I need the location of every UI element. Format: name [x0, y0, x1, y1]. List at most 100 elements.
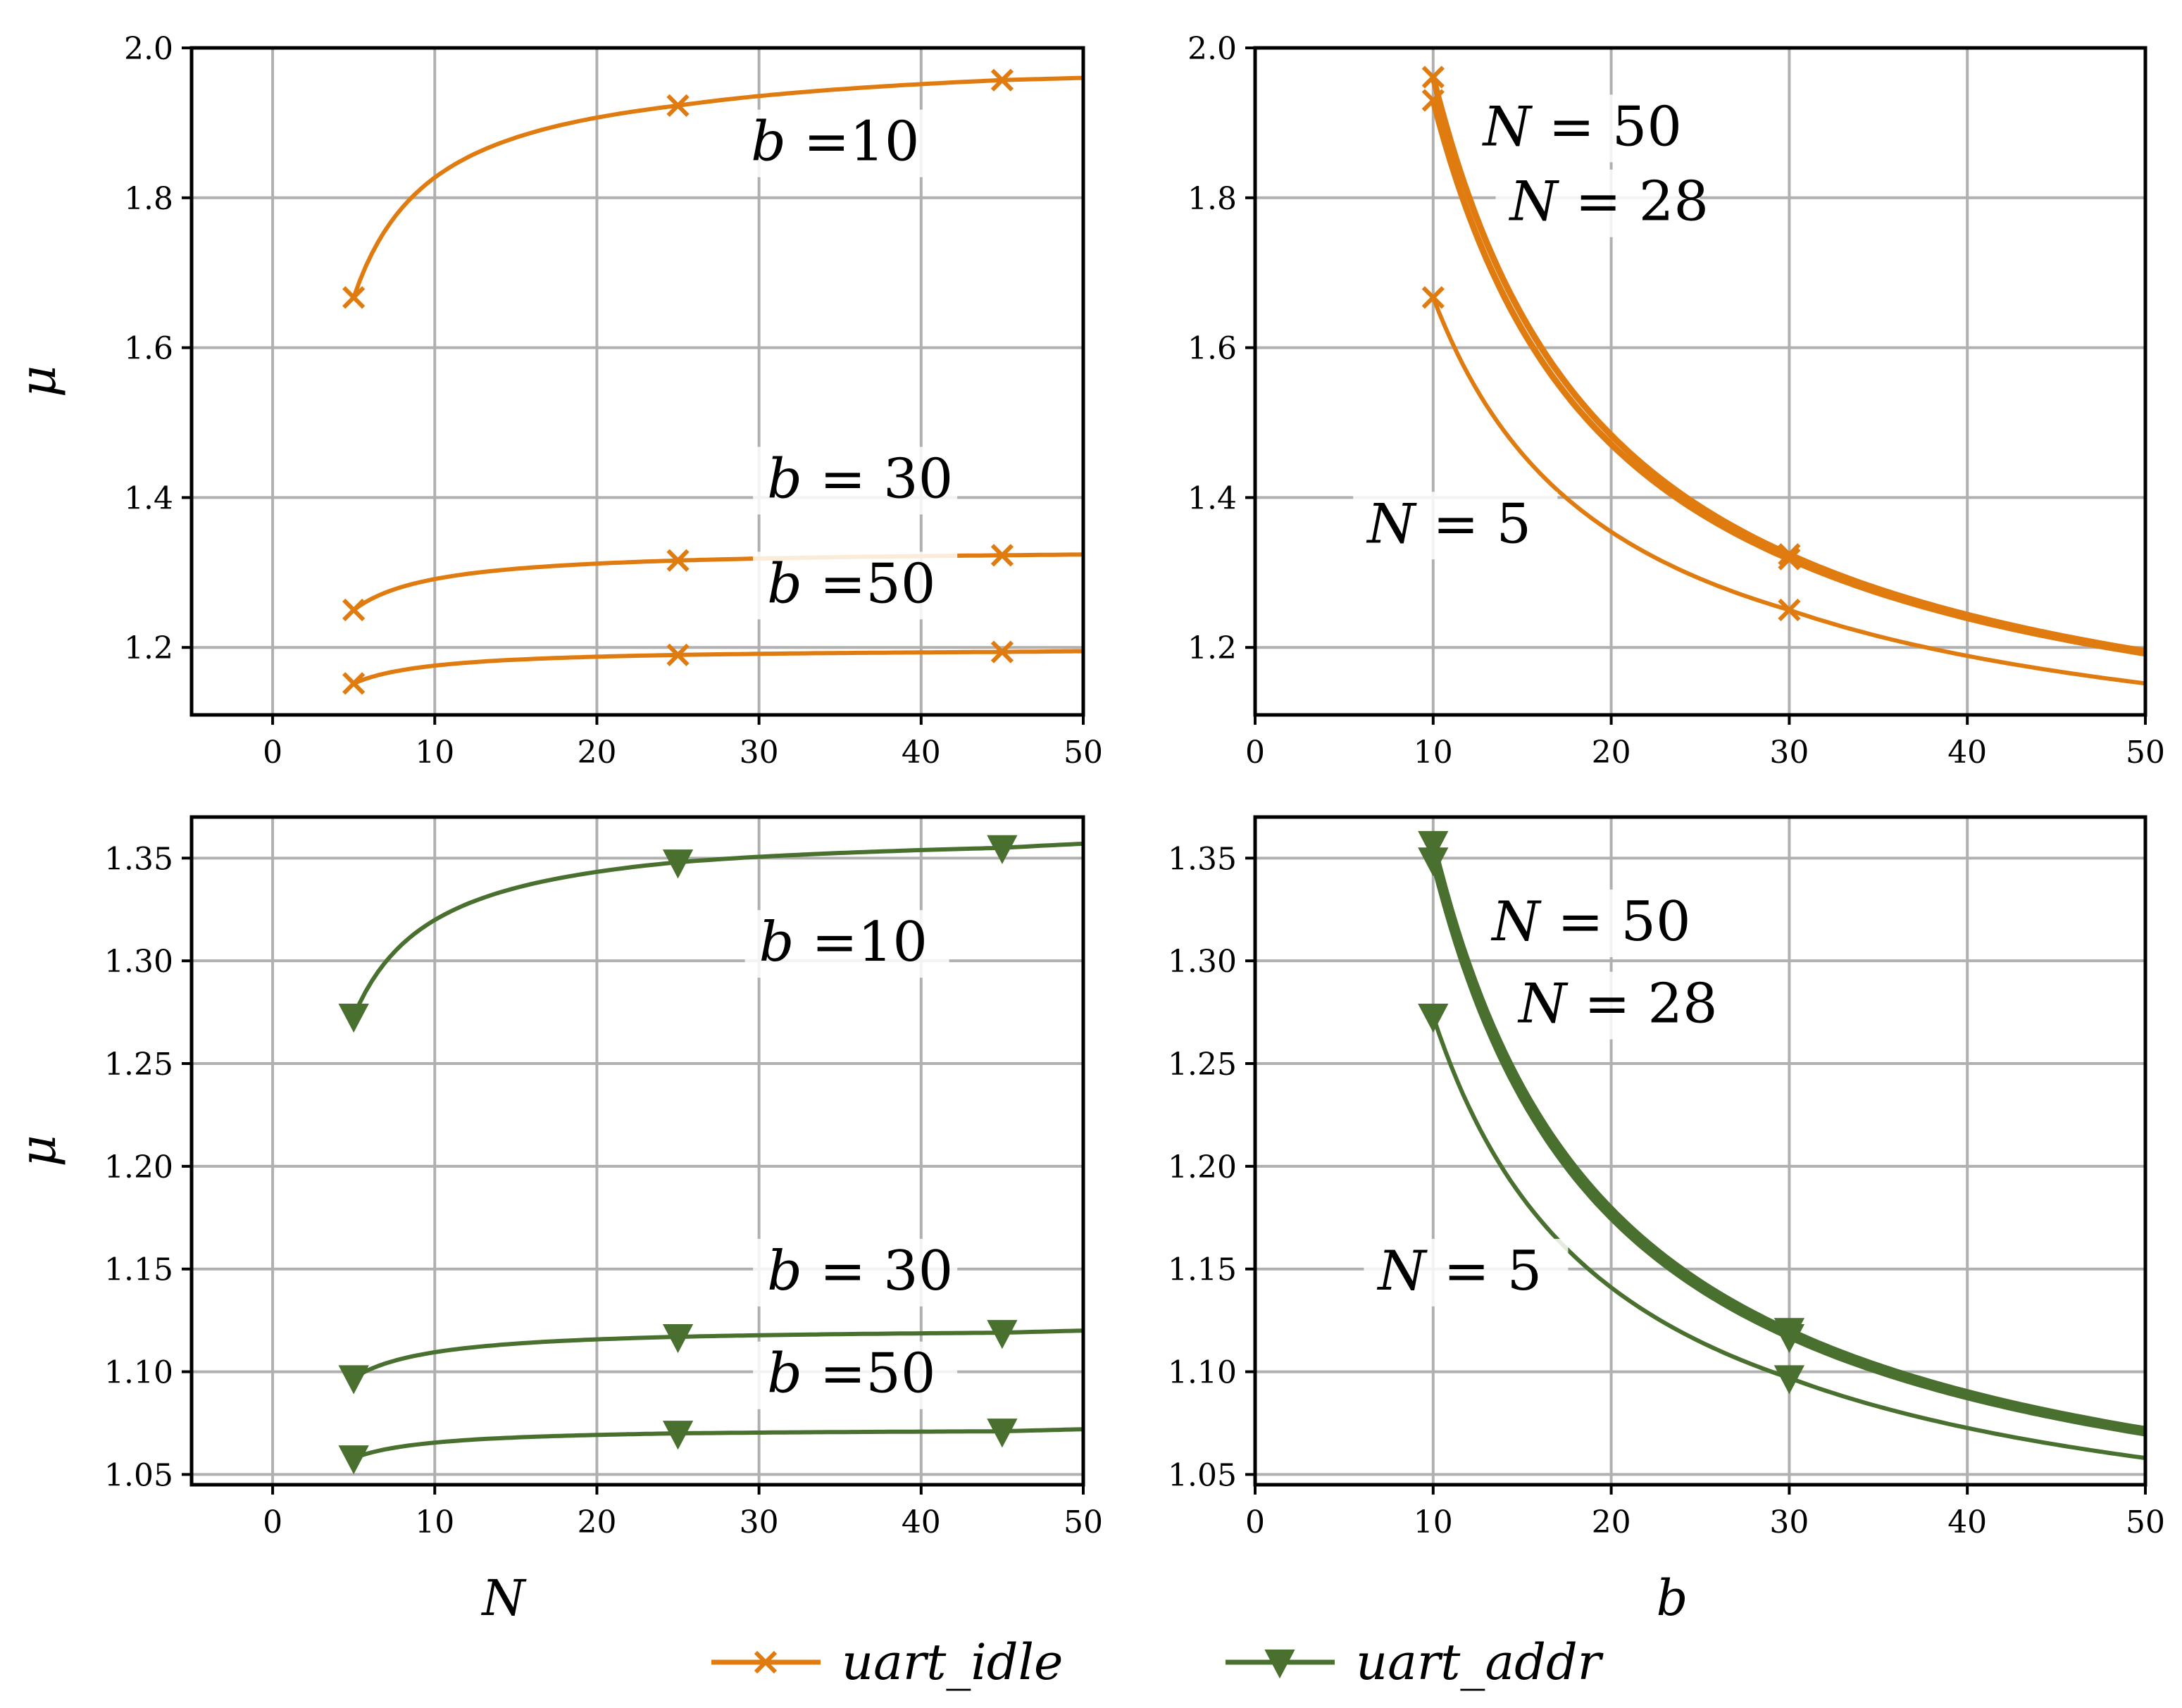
curve-label-box [737, 109, 942, 177]
data-point [338, 1365, 369, 1395]
x-axis-label: N [480, 1569, 527, 1627]
x-tick-label: 40 [902, 1504, 941, 1540]
data-point [990, 68, 1014, 92]
data-point [666, 549, 690, 572]
legend-label: uart_idle [842, 1633, 1063, 1691]
x-tick-label: 10 [1414, 1504, 1453, 1540]
curve-label-box [753, 1341, 958, 1409]
curve-label: b = 30 [767, 1240, 953, 1303]
data-point [987, 1419, 1018, 1448]
data-point [338, 1445, 369, 1475]
data-point [990, 544, 1014, 567]
curve-label-box [1353, 492, 1558, 560]
curve-label-box [1469, 94, 1673, 163]
x-tick-label: 30 [740, 1504, 779, 1540]
curve-label: b =50 [767, 552, 935, 616]
x-tick-label: 50 [2126, 735, 2165, 771]
y-tick-label: 1.10 [104, 1355, 173, 1391]
data-point [1778, 598, 1801, 622]
x-tick-label: 0 [263, 735, 282, 771]
curve-label-box [1504, 971, 1709, 1040]
data-point [1421, 66, 1445, 89]
data-point [1778, 547, 1801, 571]
y-tick-label: 1.6 [1187, 331, 1237, 367]
curve-label: N = 28 [1509, 170, 1709, 234]
data-point [1418, 830, 1449, 861]
y-tick-label: 1.4 [124, 480, 173, 516]
data-point [342, 286, 366, 309]
x-tick-label: 20 [577, 1504, 616, 1540]
curve-label-box [744, 910, 949, 978]
curve-label-box [753, 1238, 958, 1307]
curve-label: N = 5 [1366, 492, 1531, 556]
axes-frame [189, 46, 1085, 717]
y-tick-label: 1.2 [1187, 630, 1237, 666]
y-tick-label: 1.8 [124, 181, 173, 217]
data-point [1421, 89, 1445, 112]
y-tick-label: 2.0 [124, 31, 173, 67]
y-tick-label: 1.30 [1168, 944, 1237, 980]
series-line [351, 75, 1084, 299]
y-tick-label: 1.10 [1168, 1355, 1237, 1391]
series-line [352, 1328, 1084, 1380]
x-axis-label: b [1657, 1569, 1688, 1627]
x-tick-label: 40 [902, 735, 941, 771]
curve-label: N = 28 [1517, 973, 1717, 1036]
x-tick-label: 50 [2126, 1504, 2165, 1540]
y-tick-label: 1.8 [1187, 181, 1237, 217]
data-point [338, 1003, 369, 1033]
y-tick-label: 1.6 [124, 331, 173, 367]
curve-label-box [1478, 890, 1683, 958]
axes-frame [189, 815, 1085, 1487]
data-point [1418, 847, 1449, 877]
legend: uart_idle uart_addr [711, 1633, 1604, 1691]
curve-label: b = 30 [767, 447, 953, 511]
data-point [342, 672, 366, 695]
y-tick-label: 1.15 [104, 1252, 173, 1288]
panel-bottom-left: 0 10 20 30 40 50 1.05 1.10 1.15 1.20 1.25 1.30 1.35 b… [9, 815, 1103, 1627]
x-tick-label: 50 [1064, 735, 1103, 771]
x-tick-label: 40 [1947, 1504, 1987, 1540]
x-tick-label: 30 [740, 735, 779, 771]
y-tick-label: 1.4 [1187, 480, 1237, 516]
x-tick-label: 20 [577, 735, 616, 771]
x-tick-label: 40 [1947, 735, 1987, 771]
curve-label: N = 50 [1490, 890, 1690, 954]
curve-label: N = 5 [1376, 1240, 1542, 1303]
series-line [353, 649, 1083, 686]
axes-frame [1253, 46, 2147, 717]
panel-bottom-right: 0 10 20 30 40 50 1.05 1.10 1.15 1.20 1.25 1.30 1.35 N… [1168, 815, 2165, 1627]
data-point [662, 849, 694, 879]
data-point [1418, 1003, 1449, 1033]
x-tick-label: 20 [1592, 735, 1631, 771]
data-point [1773, 1365, 1805, 1395]
y-tick-label: 1.35 [1168, 841, 1237, 877]
y-tick-label: 1.35 [104, 841, 173, 877]
series-line [352, 552, 1084, 612]
data-point [666, 94, 690, 118]
data-point [666, 643, 690, 666]
data-point [990, 640, 1014, 663]
x-tick-label: 0 [263, 1504, 282, 1540]
x-tick-label: 10 [415, 1504, 454, 1540]
y-tick-label: 1.30 [104, 944, 173, 980]
data-point [662, 1421, 694, 1450]
curve-label: b =10 [759, 911, 928, 974]
x-tick-label: 10 [1414, 735, 1453, 771]
y-tick-label: 1.20 [1168, 1149, 1237, 1185]
legend-label: uart_addr [1356, 1633, 1604, 1691]
y-tick-label: 2.0 [1187, 31, 1237, 67]
x-tick-label: 30 [1769, 1504, 1809, 1540]
legend-marker [754, 1650, 778, 1674]
panel-top-right: 0 10 20 30 40 50 1.2 1.4 1.6 1.8 2.0 N = 50 N = 28 N … [1187, 31, 2165, 771]
y-tick-label: 1.05 [1168, 1457, 1237, 1493]
data-point [987, 1320, 1018, 1349]
curve-label-box [753, 551, 958, 620]
curve-label: b =10 [751, 111, 919, 174]
data-point [1773, 1323, 1805, 1354]
legend-marker [1264, 1650, 1295, 1679]
y-tick-label: 1.2 [124, 630, 173, 666]
curve-label-box [1495, 169, 1700, 237]
curve-label-box [753, 447, 958, 515]
x-tick-label: 10 [415, 735, 454, 771]
